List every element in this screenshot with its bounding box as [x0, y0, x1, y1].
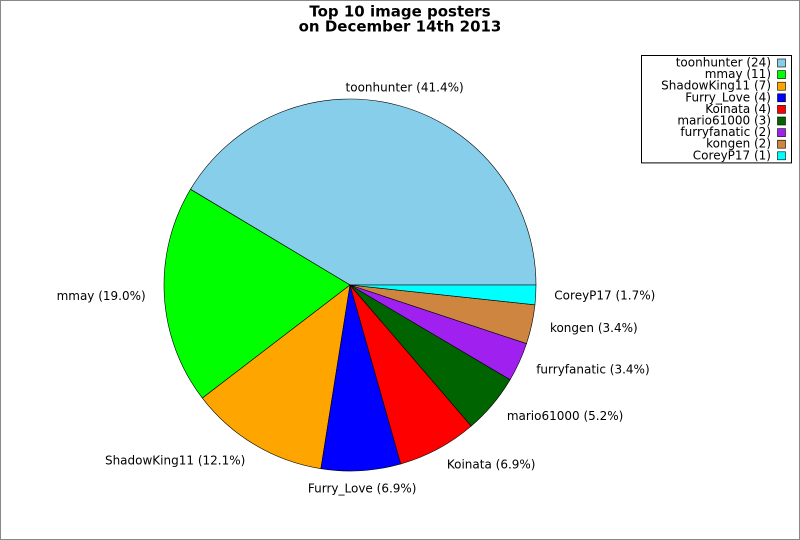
slice-label: CoreyP17 (1.7%) [554, 288, 655, 302]
legend-label: kongen (2) [706, 137, 771, 151]
pie-slice [201, 284, 351, 470]
pie-slice [190, 98, 537, 286]
legend-label: Koinata (4) [705, 102, 771, 116]
legend-swatch [777, 81, 786, 91]
legend-swatch [777, 116, 786, 126]
legend-box [641, 55, 792, 164]
legend-swatch [777, 105, 786, 114]
legend-swatch [777, 93, 786, 103]
legend-swatch [777, 58, 786, 68]
slice-label: Furry_Love (6.9%) [308, 482, 417, 496]
pie-slice [163, 188, 351, 399]
legend-label: furryfanatic (2) [680, 125, 771, 139]
slice-label: mmay (19.0%) [57, 289, 146, 303]
pie-slice [349, 284, 537, 306]
slice-label: mario61000 (5.2%) [507, 409, 624, 423]
slice-label: toonhunter (41.4%) [346, 80, 464, 94]
slice-label: kongen (3.4%) [550, 321, 638, 335]
legend-label: mario61000 (3) [677, 114, 771, 128]
slice-label: ShadowKing11 (12.1%) [105, 453, 245, 467]
legend-swatch [777, 128, 786, 137]
legend-swatch [777, 151, 786, 161]
legend-swatch [777, 70, 786, 79]
legend-label: toonhunter (24) [676, 56, 771, 70]
legend-label: CoreyP17 (1) [693, 148, 771, 162]
legend-swatch [777, 139, 786, 149]
slice-label: Koinata (6.9%) [447, 458, 536, 472]
legend-label: mmay (11) [705, 67, 771, 81]
legend-label: Furry_Love (4) [685, 90, 771, 104]
slice-label: furryfanatic (3.4%) [536, 362, 649, 376]
chart-subtitle: on December 14th 2013 [299, 18, 502, 36]
chart-title: Top 10 image posters [309, 3, 490, 21]
legend-label: ShadowKing11 (7) [661, 79, 771, 93]
